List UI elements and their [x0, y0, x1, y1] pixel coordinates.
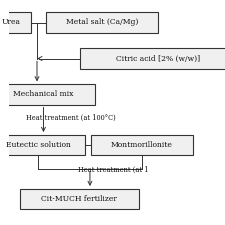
- Text: Heat treatment (at 1: Heat treatment (at 1: [78, 166, 148, 174]
- Text: Urea: Urea: [2, 18, 20, 27]
- FancyBboxPatch shape: [80, 48, 225, 69]
- FancyBboxPatch shape: [0, 12, 31, 33]
- Text: Cit-MUCH fertilizer: Cit-MUCH fertilizer: [41, 195, 117, 203]
- Text: Mechanical mix: Mechanical mix: [13, 90, 74, 99]
- FancyBboxPatch shape: [0, 135, 85, 155]
- FancyBboxPatch shape: [20, 189, 139, 209]
- FancyBboxPatch shape: [0, 84, 95, 105]
- FancyBboxPatch shape: [46, 12, 158, 33]
- Text: Eutectic solution: Eutectic solution: [6, 141, 70, 149]
- FancyBboxPatch shape: [91, 135, 193, 155]
- Text: Montmorillonite: Montmorillonite: [111, 141, 173, 149]
- Text: Metal salt (Ca/Mg): Metal salt (Ca/Mg): [66, 18, 138, 27]
- Text: Citric acid [2% (w/w)]: Citric acid [2% (w/w)]: [116, 54, 200, 63]
- Text: Heat treatment (at 100°C): Heat treatment (at 100°C): [26, 114, 116, 122]
